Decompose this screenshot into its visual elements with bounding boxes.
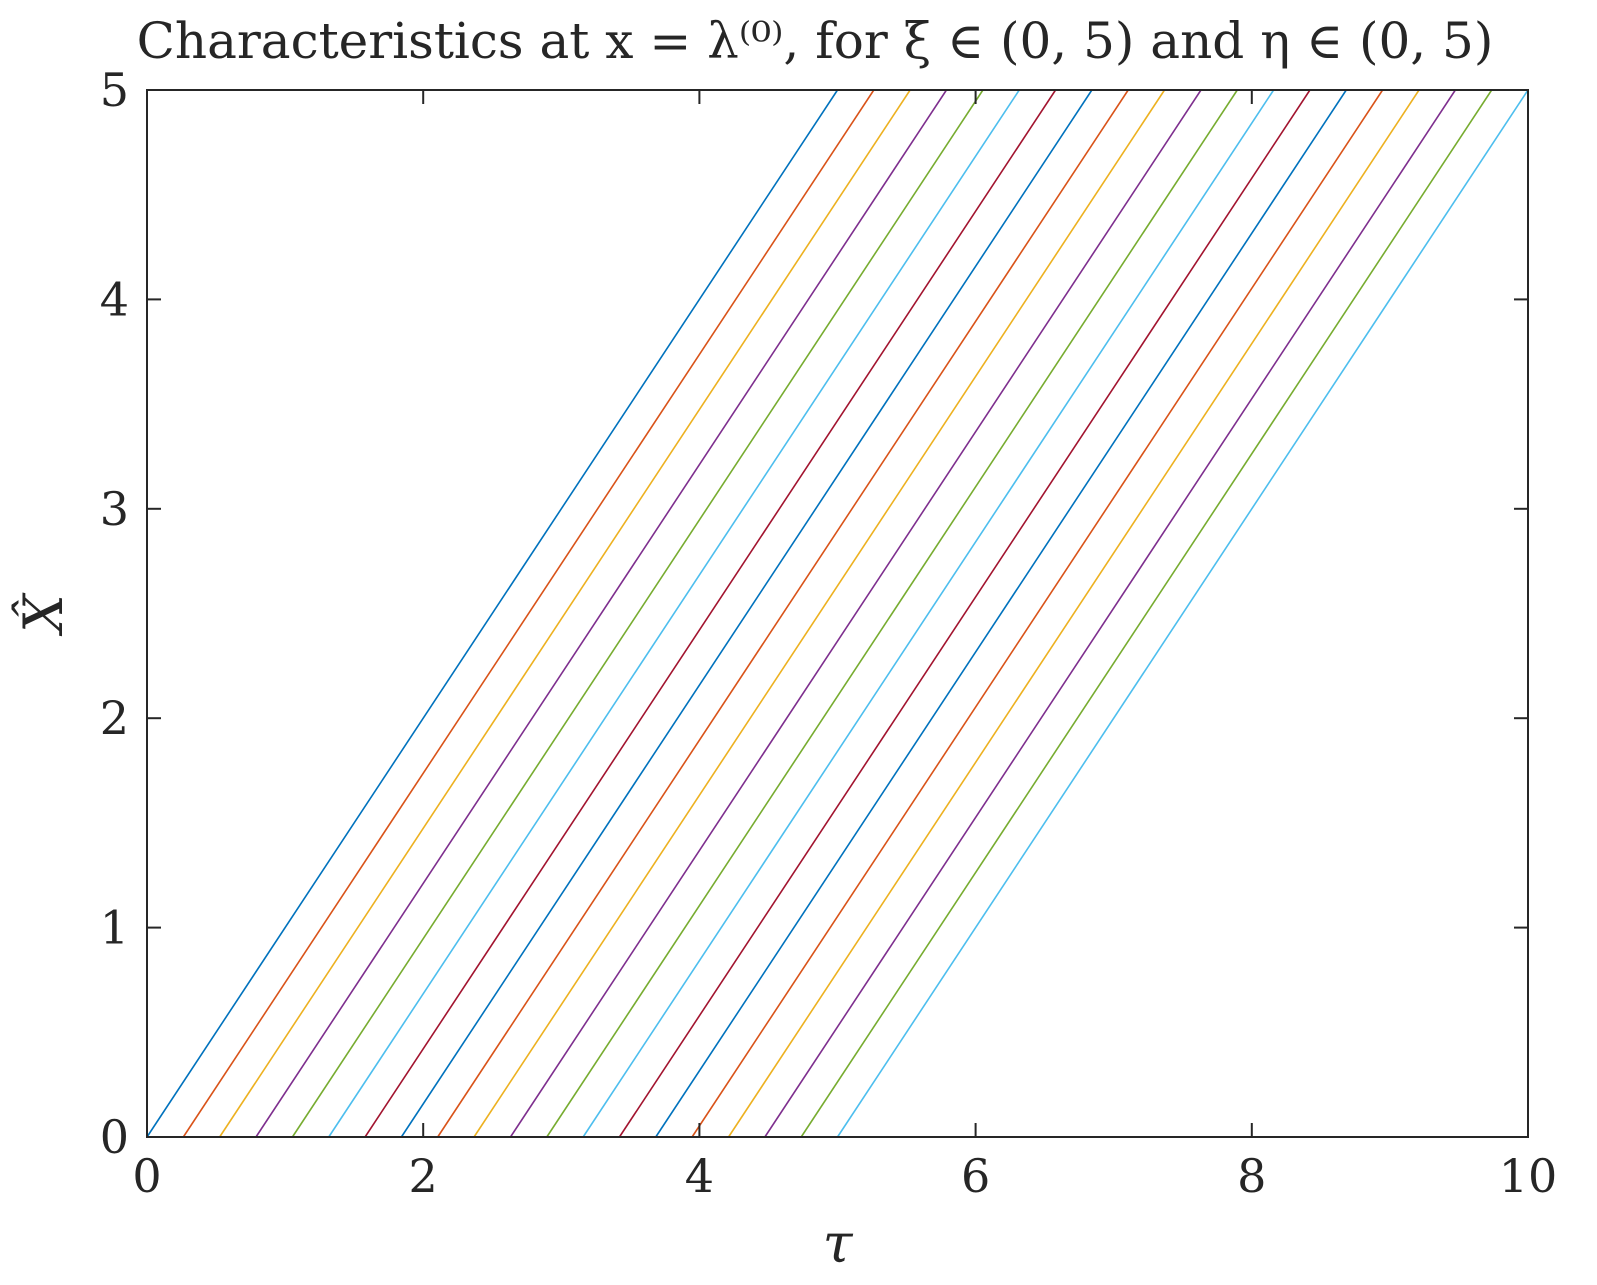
series-layer (146, 89, 1529, 1138)
series-line-18 (764, 89, 1457, 1138)
series-line-6 (328, 89, 1020, 1138)
x-tick-label-8: 8 (1237, 1149, 1266, 1203)
x-axis-label: τ (823, 1212, 854, 1275)
series-line-14 (618, 89, 1311, 1138)
tick-layer: 0 2 4 6 8 10 0 1 2 3 4 5 (100, 63, 1558, 1203)
series-line-16 (691, 89, 1384, 1138)
series-line-13 (582, 89, 1275, 1138)
series-line-20 (836, 89, 1529, 1138)
series-line-8 (400, 89, 1093, 1138)
series-line-7 (364, 89, 1057, 1138)
series-line-19 (800, 89, 1493, 1138)
y-axis-label: X̂ (11, 592, 75, 637)
x-tick-label-6: 6 (961, 1149, 990, 1203)
series-line-1 (146, 89, 839, 1138)
series-line-4 (255, 89, 948, 1138)
y-tick-label-1: 1 (100, 901, 129, 955)
series-line-5 (291, 89, 984, 1138)
y-tick-label-5: 5 (100, 63, 129, 117)
series-line-2 (182, 89, 875, 1138)
x-tick-label-4: 4 (685, 1149, 714, 1203)
series-line-10 (473, 89, 1166, 1138)
x-tick-label-0: 0 (132, 1149, 161, 1203)
series-line-15 (655, 89, 1347, 1138)
x-tick-label-2: 2 (409, 1149, 438, 1203)
series-line-11 (509, 89, 1202, 1138)
series-line-12 (546, 89, 1238, 1138)
y-tick-label-4: 4 (100, 272, 129, 326)
y-tick-label-2: 2 (100, 691, 129, 745)
series-line-9 (437, 89, 1129, 1138)
x-tick-label-10: 10 (1499, 1149, 1558, 1203)
series-line-3 (218, 89, 911, 1138)
plot-frame (146, 89, 1529, 1138)
y-tick-label-3: 3 (100, 482, 129, 536)
y-tick-label-0: 0 (100, 1110, 129, 1164)
series-line-17 (727, 89, 1420, 1138)
chart-title: Characteristics at x = λ⁽⁰⁾, for ξ ∈ (0,… (137, 12, 1494, 70)
